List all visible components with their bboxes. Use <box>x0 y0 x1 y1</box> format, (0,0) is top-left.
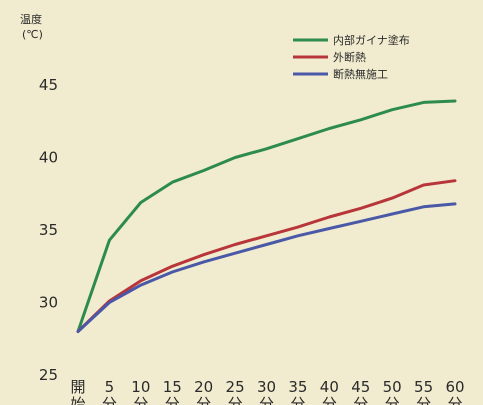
x-tick-unit: 分 <box>353 395 368 405</box>
y-tick-label: 30 <box>39 294 58 312</box>
x-tick-label: 50 <box>383 378 402 396</box>
x-tick-label: 10 <box>131 378 150 396</box>
x-tick-label: 60 <box>445 378 464 396</box>
x-tick-label: 開 <box>70 378 85 396</box>
x-tick-unit: 分 <box>102 395 117 405</box>
y-tick-label: 45 <box>39 76 58 94</box>
x-tick-unit: 分 <box>447 395 462 405</box>
x-tick-label: 25 <box>226 378 245 396</box>
legend-label: 内部ガイナ塗布 <box>333 33 410 47</box>
y-axis: 25 30 35 40 45 <box>39 76 58 384</box>
x-tick-label: 5 <box>105 378 115 396</box>
x-tick-unit: 始 <box>70 395 85 405</box>
x-tick-unit: 分 <box>290 395 305 405</box>
x-tick-unit: 分 <box>416 395 431 405</box>
legend-label: 外断熱 <box>333 50 366 64</box>
x-tick-unit: 分 <box>228 395 243 405</box>
x-axis: 開 5 10 15 20 25 30 35 40 45 50 55 60 始 分 分 分 分 分 分 分 分 分 分 分 分 <box>70 378 464 405</box>
x-tick-label: 45 <box>351 378 370 396</box>
x-tick-unit: 分 <box>259 395 274 405</box>
x-tick-label: 40 <box>320 378 339 396</box>
x-tick-label: 20 <box>194 378 213 396</box>
y-axis-label: 温度 <box>20 12 42 26</box>
series-line-1 <box>76 179 457 333</box>
y-tick-label: 25 <box>39 366 58 384</box>
x-tick-unit: 分 <box>385 395 400 405</box>
x-tick-label: 15 <box>163 378 182 396</box>
plot-area <box>76 99 457 333</box>
x-tick-unit: 分 <box>165 395 180 405</box>
y-tick-label: 40 <box>39 149 58 167</box>
legend-label: 断熱無施工 <box>333 67 388 81</box>
y-tick-label: 35 <box>39 221 58 239</box>
series-line-2 <box>76 202 457 333</box>
series-line-0 <box>76 99 457 333</box>
x-tick-unit: 分 <box>196 395 211 405</box>
y-axis-unit: (℃) <box>22 28 43 41</box>
x-tick-label: 30 <box>257 378 276 396</box>
x-tick-label: 55 <box>414 378 433 396</box>
x-tick-label: 35 <box>288 378 307 396</box>
x-tick-unit: 分 <box>133 395 148 405</box>
x-tick-unit: 分 <box>322 395 337 405</box>
